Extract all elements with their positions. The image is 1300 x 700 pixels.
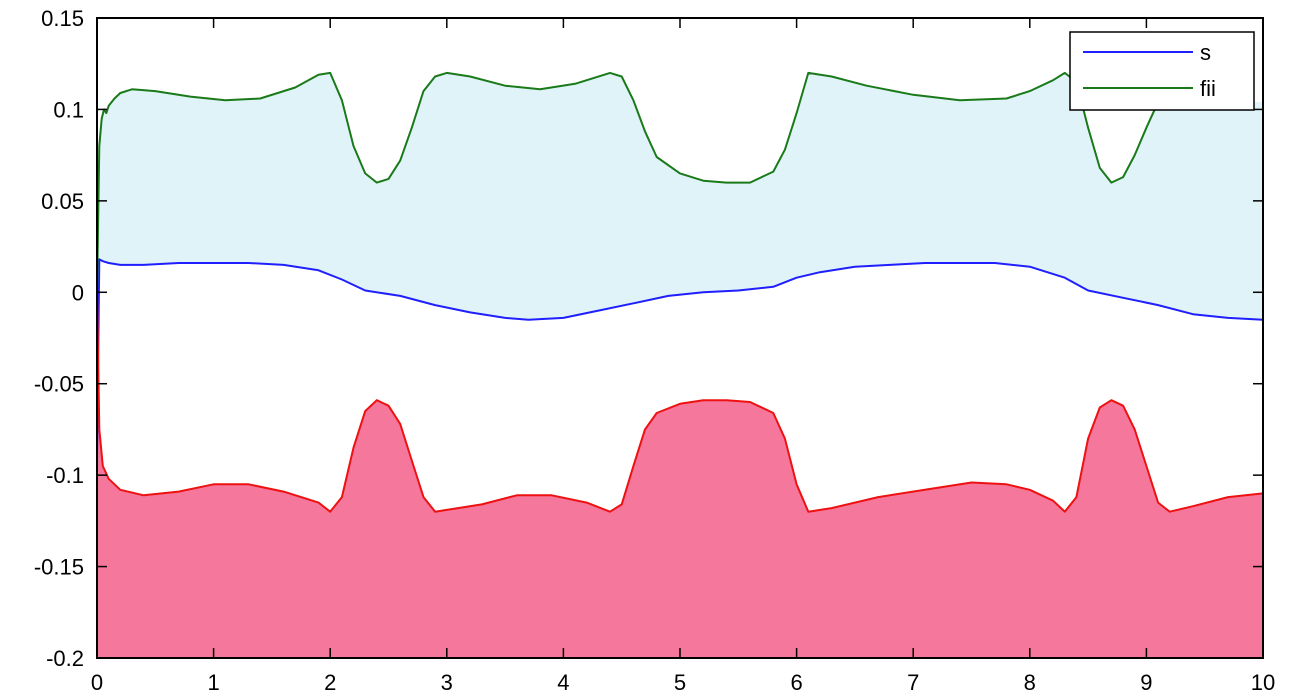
- lower-band-fill: [97, 292, 1263, 658]
- x-tick-label: 5: [674, 670, 686, 695]
- x-tick-label: 7: [907, 670, 919, 695]
- legend-box: [1069, 31, 1255, 111]
- series-line-fii: [97, 71, 1160, 293]
- y-tick-label: -0.05: [34, 372, 84, 397]
- band-fills: [97, 72, 1263, 658]
- x-tick-label: 2: [324, 670, 336, 695]
- y-tick-label: 0: [72, 280, 84, 305]
- x-tick-label: 3: [441, 670, 453, 695]
- legend: s fii: [1069, 31, 1255, 111]
- x-tick-label: 10: [1251, 670, 1275, 695]
- y-tick-label: 0.05: [41, 189, 84, 214]
- x-tick-label: 0: [91, 670, 103, 695]
- y-tick-labels: 0.15 0.1 0.05 0 -0.05 -0.1 -0.15 -0.2: [34, 6, 84, 671]
- x-tick-label: 6: [790, 670, 802, 695]
- axis-ticks: [96, 17, 1264, 659]
- x-tick-label: 9: [1140, 670, 1152, 695]
- series-lines: [97, 71, 1263, 513]
- x-tick-labels: 0 1 2 3 4 5 6 7 8 9 10: [91, 670, 1275, 695]
- upper-band-fill: [97, 72, 1263, 457]
- y-tick-label: -0.15: [34, 555, 84, 580]
- x-tick-label: 8: [1024, 670, 1036, 695]
- legend-label-fii: fii: [1200, 76, 1216, 101]
- y-tick-label: 0.1: [53, 97, 84, 122]
- series-line-s: [97, 258, 1263, 457]
- y-tick-label: -0.2: [46, 646, 84, 671]
- series-line-lower: [97, 292, 1263, 513]
- legend-label-s: s: [1200, 40, 1211, 65]
- y-tick-label: 0.15: [41, 6, 84, 31]
- x-tick-label: 1: [207, 670, 219, 695]
- x-tick-label: 4: [557, 670, 569, 695]
- y-tick-label: -0.1: [46, 463, 84, 488]
